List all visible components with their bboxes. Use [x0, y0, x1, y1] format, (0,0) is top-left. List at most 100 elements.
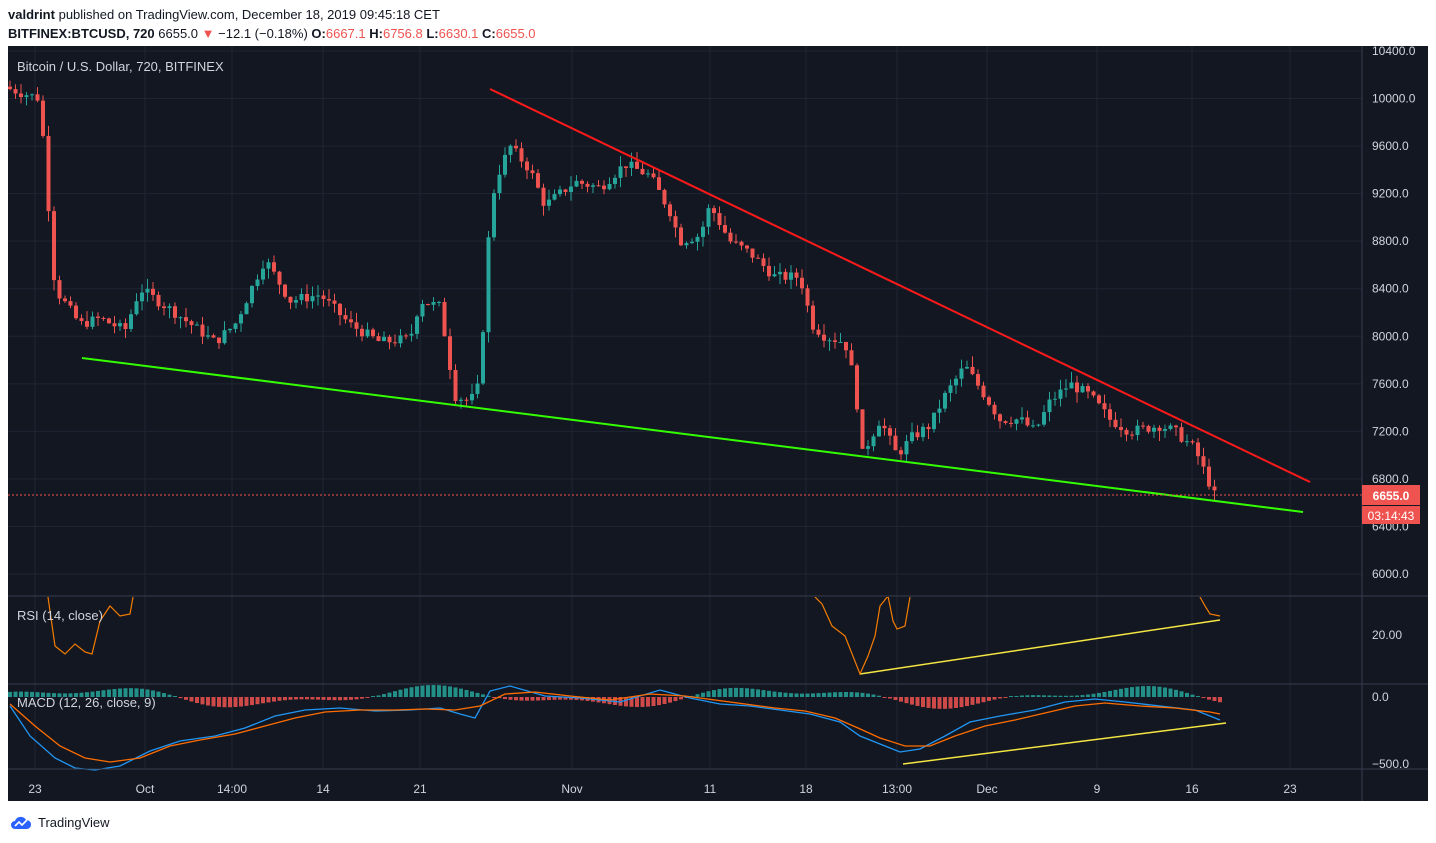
candle-body	[162, 306, 166, 309]
trendline-drawings[interactable]	[81, 88, 1311, 765]
publisher-name[interactable]: valdrint	[8, 7, 55, 22]
macd-histogram-bar	[767, 690, 771, 697]
candle-body	[145, 288, 150, 293]
macd-histogram-bar	[1113, 689, 1118, 697]
low-value: 6630.1	[438, 26, 479, 41]
candle-body	[57, 280, 62, 299]
macd-histogram-bar	[206, 697, 210, 706]
macd-histogram-bar	[1218, 697, 1222, 703]
candle-body	[200, 324, 205, 337]
candle-body	[1020, 417, 1024, 420]
candle-body	[541, 187, 546, 206]
candle-body	[1003, 421, 1008, 423]
macd-histogram-bar	[299, 697, 304, 700]
macd-histogram-bar	[1042, 695, 1046, 697]
candle-body	[772, 274, 777, 277]
candle-body	[46, 135, 51, 212]
macd-histogram-bar	[123, 688, 128, 697]
candle-body	[1146, 425, 1151, 432]
macd-histogram-bar	[360, 697, 364, 699]
macd-histogram-bar	[404, 688, 408, 697]
macd-histogram-bar	[783, 692, 788, 697]
tradingview-logo[interactable]: TradingView	[10, 815, 110, 830]
macd-histogram-bar	[844, 692, 848, 697]
last-price-badge	[1362, 485, 1420, 505]
candle-body	[1064, 388, 1068, 390]
close-value: 6655.0	[495, 26, 536, 41]
resistance-trendline[interactable]	[489, 88, 1311, 483]
macd-histogram-bar	[662, 697, 667, 704]
candle-body	[250, 286, 254, 304]
macd-histogram-bar	[1212, 697, 1217, 702]
macd-histogram-bar	[497, 697, 502, 699]
macd-histogram-bar	[189, 697, 194, 702]
macd-histogram-bar	[1179, 691, 1184, 697]
macd-histogram-bar	[167, 694, 172, 697]
candle-body	[998, 414, 1002, 422]
candle-body	[756, 257, 760, 259]
time-axis[interactable]: 23 Oct 14:00 14 21 Nov 11 18 13:00 Dec 9 16 23	[28, 782, 1297, 796]
candle-body	[30, 94, 34, 96]
candle-body	[1207, 466, 1211, 487]
macd-tick-label: 0.0	[1372, 690, 1389, 704]
candle-body	[800, 277, 804, 289]
macd-histogram-bar	[750, 688, 755, 697]
candle-body	[926, 426, 931, 430]
candle-body	[283, 284, 287, 297]
macd-histogram-bar	[1053, 695, 1057, 697]
macd-histogram-bar	[866, 693, 870, 697]
candle-body	[486, 237, 491, 333]
macd-histogram-bar	[1058, 695, 1063, 697]
candle-body	[475, 383, 480, 394]
candle-body	[690, 241, 694, 244]
macd-histogram-bar	[266, 697, 271, 703]
candle-body	[107, 318, 111, 324]
macd-histogram-bar	[519, 697, 524, 701]
chart-legend: Bitcoin / U.S. Dollar, 720, BITFINEX	[17, 59, 224, 74]
macd-histogram-bar	[1080, 695, 1085, 697]
time-tick-label: Nov	[561, 782, 582, 796]
price-chart[interactable]: 10400.0 10000.0 9600.0 9200.0 8800.0 8400.0 80…	[0, 46, 1436, 801]
candle-body	[74, 305, 78, 319]
macd-histogram-bar	[387, 692, 392, 697]
candle-body	[1014, 419, 1019, 424]
candle-body	[514, 145, 518, 149]
candle-body	[173, 306, 177, 318]
candle-body	[1185, 441, 1189, 443]
macd-histogram-bar	[1124, 687, 1129, 697]
macd-histogram-bar	[343, 697, 348, 701]
candle-body	[1130, 434, 1134, 436]
candle-body	[1196, 442, 1200, 457]
candle-body	[464, 399, 469, 401]
macd-histogram-bar	[1075, 695, 1079, 697]
candle-body	[899, 450, 903, 455]
candle-body	[805, 288, 810, 306]
candle-body	[299, 293, 304, 301]
time-tick-label: 23	[28, 782, 42, 796]
candle-body	[453, 369, 458, 401]
candle-body	[459, 399, 463, 401]
macd-histogram-bar	[926, 697, 931, 708]
candle-body	[723, 225, 727, 233]
candle-body	[497, 174, 502, 194]
last-price: 6655.0	[158, 26, 199, 41]
candle-body	[761, 258, 766, 266]
macd-histogram-bar	[255, 697, 260, 705]
candle-body	[118, 323, 122, 327]
candle-body	[398, 335, 403, 344]
macd-histogram-bar	[574, 697, 579, 700]
candle-body	[871, 436, 876, 447]
macd-histogram-bar	[13, 691, 18, 697]
candle-body	[629, 161, 634, 168]
macd-histogram-bar	[415, 686, 419, 697]
candle-body	[728, 232, 733, 242]
macd-histogram-bar	[794, 693, 799, 697]
rsi-divergence-line[interactable]	[859, 619, 1221, 675]
support-trendline[interactable]	[81, 357, 1304, 513]
macd-histogram-bar	[195, 697, 199, 704]
candle-body	[662, 189, 667, 205]
high-value: 6756.8	[382, 26, 423, 41]
macd-divergence-line[interactable]	[902, 722, 1227, 765]
candle-body	[739, 241, 744, 246]
macd-histogram-bar	[288, 697, 293, 700]
